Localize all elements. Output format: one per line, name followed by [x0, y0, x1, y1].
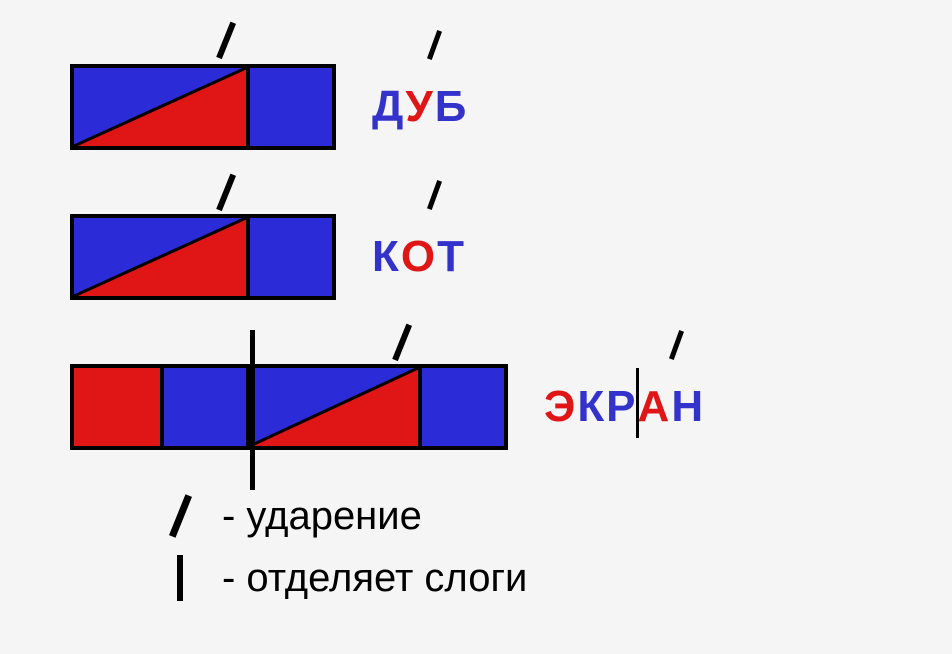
word-stress-mark-icon [427, 30, 442, 60]
word-letter: Д [372, 82, 405, 132]
diagram-row-2: ЭКРАН [70, 364, 705, 450]
legend-stress-mark [150, 491, 210, 541]
sound-cell [74, 368, 160, 446]
word-letter: Н [671, 382, 705, 432]
word-letter: Б [435, 82, 469, 132]
word-label: ЭКРАН [544, 382, 705, 432]
legend: - ударение - отделяет слоги [150, 490, 527, 614]
sound-cell [160, 368, 246, 446]
word-label: ДУБ [372, 82, 468, 132]
sound-scheme-box [70, 364, 508, 450]
legend-stress-text: - ударение [222, 494, 422, 539]
sound-scheme-box [70, 64, 336, 150]
word-letter: Р [606, 382, 637, 432]
word-letter: К [577, 382, 606, 432]
word-letter: У [405, 82, 434, 132]
stress-mark-icon [216, 22, 236, 59]
sound-cell [246, 68, 332, 146]
diagram-row-0: ДУБ [70, 64, 468, 150]
legend-syllable-text: - отделяет слоги [222, 556, 527, 601]
word-label: КОТ [372, 232, 466, 282]
word-letter: Э [544, 382, 577, 432]
word-letter: Т [437, 232, 466, 282]
word-stress-mark-icon [669, 330, 684, 360]
sound-cell [418, 368, 504, 446]
stress-mark-icon [216, 174, 236, 211]
diagram-row-1: КОТ [70, 214, 466, 300]
word-syllable-bar-icon [636, 368, 639, 438]
word-letter: А [638, 382, 672, 432]
legend-stress-row: - ударение [150, 490, 527, 542]
word-letter: К [372, 232, 401, 282]
legend-vert-mark [150, 553, 210, 603]
word-stress-mark-icon [427, 180, 442, 210]
sound-scheme-box [70, 214, 336, 300]
sound-cell [74, 218, 246, 296]
legend-syllable-row: - отделяет слоги [150, 552, 527, 604]
sound-cell [246, 218, 332, 296]
syllable-divider-icon [250, 330, 255, 490]
stress-mark-icon [392, 324, 412, 361]
word-letter: О [401, 232, 437, 282]
sound-cell [74, 68, 246, 146]
sound-cell [246, 368, 418, 446]
